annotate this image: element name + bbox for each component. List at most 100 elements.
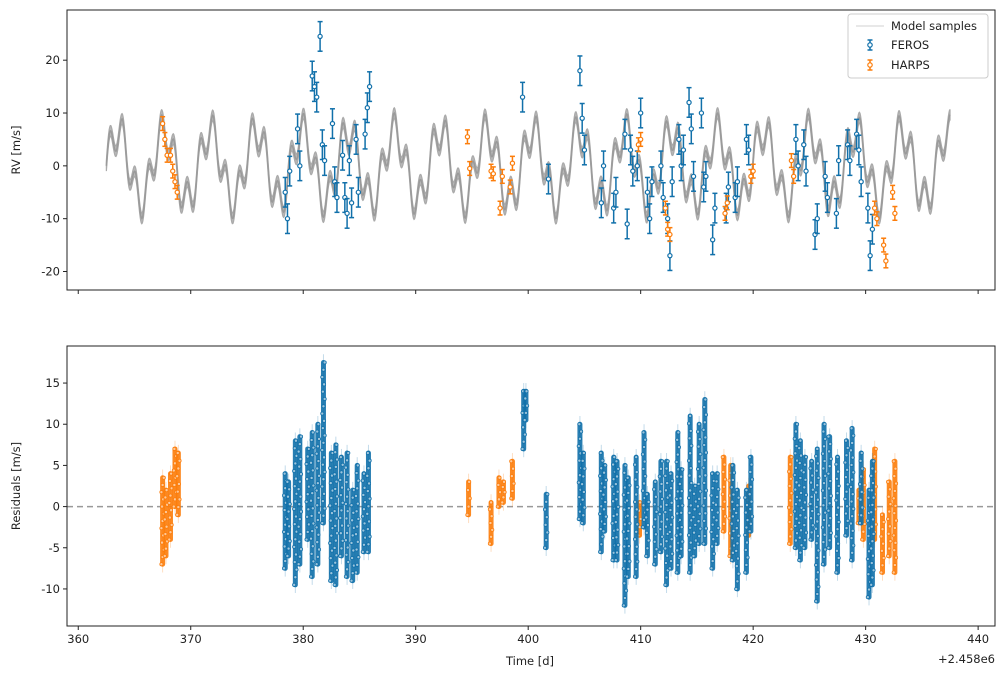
feros-residual-point <box>292 560 297 565</box>
rv-panel: -20 -10 0 10 20 RV [m/s] Model samples FEROS… <box>9 9 996 294</box>
feros-residual-point <box>845 504 850 509</box>
feros-residual-point <box>735 579 740 584</box>
feros-residual-point <box>634 455 639 460</box>
harps-residual-point <box>167 500 172 505</box>
feros-residual-point <box>827 501 832 506</box>
feros-rv-point <box>814 203 820 235</box>
feros-residual-point <box>613 558 618 563</box>
feros-residual-point <box>658 489 663 494</box>
feros-residual-point <box>361 528 366 533</box>
harps-rv-point <box>750 163 756 179</box>
feros-residual-point <box>663 510 668 515</box>
feros-residual-point <box>642 459 647 464</box>
feros-residual-point <box>635 485 640 490</box>
feros-residual-point <box>345 530 350 535</box>
feros-residual-point <box>730 463 735 468</box>
feros-residual-point <box>695 504 700 509</box>
feros-residual-point <box>867 587 872 592</box>
feros-residual-point <box>748 521 753 526</box>
feros-residual-point <box>344 552 349 557</box>
feros-residual-point <box>622 581 627 586</box>
feros-residual-cluster <box>613 453 621 569</box>
feros-residual-point <box>845 482 850 487</box>
feros-residual-point <box>696 444 701 449</box>
residuals-xtick-label: 410 <box>630 632 652 646</box>
feros-residual-point <box>577 495 582 500</box>
harps-residual-point <box>500 500 505 505</box>
feros-residual-point <box>338 477 343 482</box>
feros-residual-point <box>345 458 350 463</box>
feros-residual-point <box>315 444 320 449</box>
feros-residual-point <box>703 412 708 417</box>
feros-residual-point <box>691 554 696 559</box>
feros-residual-point <box>828 493 833 498</box>
feros-residual-point <box>809 480 814 485</box>
harps-residual-point <box>159 490 164 495</box>
feros-residual-point <box>657 474 662 479</box>
feros-residual-cluster <box>601 457 608 540</box>
feros-residual-point <box>743 533 748 538</box>
feros-rv-point <box>637 97 644 129</box>
feros-residual-point <box>581 513 586 518</box>
feros-residual-point <box>309 460 314 465</box>
feros-residual-point <box>627 559 632 564</box>
feros-residual-point <box>320 411 325 416</box>
feros-residual-point <box>626 544 631 549</box>
feros-residual-point <box>640 525 645 530</box>
residuals-x-ticks: 360 370 380 390 400 410 420 430 440 <box>67 626 989 646</box>
feros-residual-point <box>322 396 327 401</box>
harps-rv-point <box>874 211 880 227</box>
feros-residual-point <box>310 506 315 511</box>
residuals-xtick-label: 440 <box>967 632 989 646</box>
feros-residual-point <box>354 509 359 514</box>
harps-residual-point <box>891 533 896 538</box>
feros-residual-point <box>322 491 327 496</box>
feros-residual-cluster <box>644 486 651 565</box>
feros-residual-point <box>365 451 370 456</box>
harps-residual-point <box>880 563 885 568</box>
harps-residual-point <box>893 466 898 471</box>
harps-residual-point <box>176 466 181 471</box>
feros-residual-point <box>844 526 849 531</box>
harps-residual-point <box>167 537 172 542</box>
feros-residual-point <box>747 492 752 497</box>
feros-residual-point <box>703 473 708 478</box>
feros-residual-point <box>309 498 314 503</box>
feros-residual-point <box>340 485 345 490</box>
feros-residual-point <box>309 513 314 518</box>
feros-residual-point <box>860 466 865 471</box>
harps-residual-point <box>880 527 885 532</box>
feros-residual-cluster <box>820 416 828 573</box>
feros-residual-point <box>688 525 693 530</box>
feros-residual-point <box>663 488 668 493</box>
feros-residual-point <box>663 582 668 587</box>
feros-residual-point <box>339 546 344 551</box>
harps-residual-cluster <box>886 473 893 565</box>
feros-residual-point <box>828 441 833 446</box>
residuals-ytick-label: 10 <box>45 417 60 431</box>
feros-residual-point <box>322 455 327 460</box>
feros-residual-point <box>320 484 325 489</box>
feros-residual-point <box>316 422 321 427</box>
feros-residual-cluster <box>869 453 876 594</box>
feros-residual-point <box>304 537 309 542</box>
harps-residual-point <box>501 495 506 500</box>
feros-residual-point <box>598 489 603 494</box>
feros-residual-point <box>688 451 693 456</box>
harps-rv-point <box>883 253 889 269</box>
feros-residual-point <box>674 570 679 575</box>
feros-residual-point <box>367 496 372 501</box>
feros-residual-point <box>697 459 702 464</box>
feros-residual-point <box>601 492 606 497</box>
feros-residual-cluster <box>542 486 550 556</box>
feros-rv-point <box>314 81 320 113</box>
feros-residual-point <box>701 503 706 508</box>
harps-residual-point <box>500 485 505 490</box>
feros-residual-point <box>365 489 370 494</box>
harps-residual-point <box>168 493 173 498</box>
harps-residual-point <box>886 494 891 499</box>
feros-residual-point <box>329 548 334 553</box>
feros-residual-point <box>850 550 855 555</box>
feros-residual-point <box>850 514 855 519</box>
feros-residual-point <box>282 493 287 498</box>
